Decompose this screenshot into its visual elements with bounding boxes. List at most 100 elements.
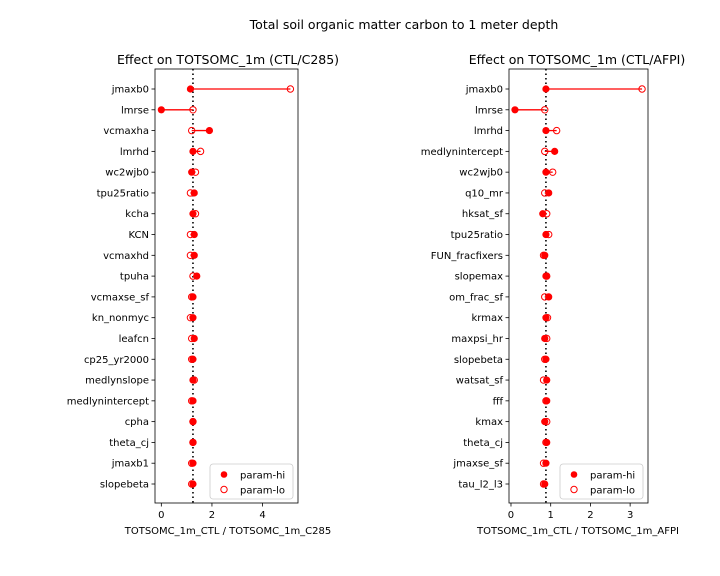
chart-title: Effect on TOTSOMC_1m (CTL/C285) (117, 52, 339, 67)
y-tick-label: medlynintercept (67, 396, 149, 407)
param-hi-point (542, 272, 550, 280)
y-tick-label: kcha (125, 209, 149, 220)
y-tick-label: medlynslope (85, 376, 149, 387)
y-tick-label: watsat_sf (456, 376, 504, 387)
param-lo-point (541, 147, 549, 156)
y-tick-label: vcmaxse_sf (91, 292, 150, 303)
param-lo-point (638, 85, 646, 93)
y-tick-label: wc2wjb0 (459, 168, 503, 179)
param-hi-point (189, 355, 197, 363)
y-tick-label: jmaxb0 (111, 85, 149, 96)
param-hi-point (551, 147, 559, 155)
param-hi-point (189, 210, 197, 218)
param-hi-point (190, 230, 198, 239)
param-hi-point (189, 147, 197, 155)
y-tick-label: slopebeta (100, 480, 149, 491)
y-tick-label: theta_cj (109, 438, 149, 449)
param-hi-point (543, 397, 551, 405)
y-tick-label: tpu25ratio (451, 230, 503, 241)
param-lo-point (187, 126, 196, 135)
param-hi-point (542, 459, 550, 467)
param-hi-point (189, 418, 197, 426)
y-tick-label: jmaxb1 (111, 459, 149, 470)
chart-title: Effect on TOTSOMC_1m (CTL/AFPI) (469, 52, 686, 67)
y-tick-label: kmax (475, 417, 503, 428)
y-tick-label: fff (493, 396, 504, 407)
chart-panel-1: Effect on TOTSOMC_1m (CTL/C285) jmaxb0 lmr… (67, 52, 339, 537)
y-tick-label: jmaxse_sf (452, 459, 503, 470)
x-tick-label: 0 (508, 510, 514, 521)
y-tick-label: hksat_sf (462, 209, 504, 220)
param-hi-point (545, 189, 553, 197)
param-hi-point (189, 376, 197, 384)
y-tick-label: tpu25ratio (97, 188, 149, 199)
y-tick-label: om_frac_sf (449, 292, 503, 303)
param-hi-point (542, 355, 550, 363)
y-tick-label: tpuha (120, 272, 149, 283)
x-tick-label: 2 (587, 510, 593, 521)
param-lo-point (541, 106, 549, 114)
y-tick-label: wc2wjb0 (105, 168, 149, 179)
x-axis-label: TOTSOMC_1m_CTL / TOTSOMC_1m_AFPI (476, 526, 679, 537)
y-tick-label: lmrse (475, 105, 503, 116)
param-hi-point (189, 397, 197, 405)
legend-marker-param-hi (220, 471, 228, 478)
legend-marker-param-hi (570, 471, 578, 478)
y-tick-label: leafcn (119, 334, 149, 345)
y-tick-label: KCN (129, 230, 149, 241)
param-hi-point (541, 418, 549, 426)
param-hi-point (539, 210, 547, 218)
param-lo-point (286, 85, 295, 93)
param-hi-point (157, 106, 165, 114)
legend-marker-param-lo (570, 485, 578, 494)
x-tick-label: 1 (548, 510, 554, 521)
x-tick-label: 2 (209, 510, 215, 521)
param-hi-point (189, 314, 197, 322)
param-hi-point (542, 314, 550, 322)
y-tick-label: FUN_fracfixers (431, 251, 503, 262)
legend-box (209, 463, 294, 500)
legend-label: param-hi (590, 471, 635, 482)
param-hi-point (541, 480, 549, 488)
param-lo-point (189, 106, 197, 114)
y-tick-label: vcmaxha (103, 126, 149, 137)
y-tick-label: lmrhd (120, 147, 149, 158)
param-hi-point (542, 85, 550, 93)
param-hi-point (541, 251, 549, 259)
param-lo-point (552, 126, 561, 135)
y-tick-label: q10_mr (465, 188, 504, 199)
param-hi-point (542, 126, 550, 135)
y-tick-label: jmaxb0 (465, 85, 503, 96)
param-hi-point (541, 334, 549, 343)
legend-label: param-lo (590, 486, 635, 497)
y-tick-label: krmax (471, 313, 503, 324)
param-hi-point (511, 106, 519, 114)
param-hi-point (193, 272, 201, 280)
y-tick-label: cpha (125, 417, 149, 428)
legend-label: param-lo (240, 486, 285, 497)
param-hi-point (189, 480, 197, 488)
param-hi-point (189, 438, 197, 447)
y-tick-label: lmrhd (474, 126, 503, 137)
param-hi-point (190, 251, 198, 259)
param-hi-point (188, 168, 196, 176)
legend-box (559, 463, 644, 500)
param-hi-point (542, 230, 550, 239)
param-lo-point (196, 147, 205, 156)
param-hi-point (542, 168, 550, 176)
legend-label: param-hi (240, 471, 285, 482)
y-tick-label: tau_l2_l3 (458, 480, 503, 491)
param-hi-point (190, 334, 198, 343)
x-tick-label: 0 (158, 510, 164, 521)
legend-marker-param-lo (220, 485, 228, 494)
y-tick-label: lmrse (121, 105, 149, 116)
param-hi-point (190, 189, 198, 197)
axes-frame (154, 68, 299, 504)
param-hi-point (189, 459, 197, 467)
x-axis-label: TOTSOMC_1m_CTL / TOTSOMC_1m_C285 (124, 526, 332, 537)
y-tick-label: vcmaxhd (103, 251, 149, 262)
y-tick-label: cp25_yr2000 (84, 355, 149, 366)
param-hi-point (545, 293, 553, 301)
y-tick-label: slopemax (455, 272, 503, 283)
